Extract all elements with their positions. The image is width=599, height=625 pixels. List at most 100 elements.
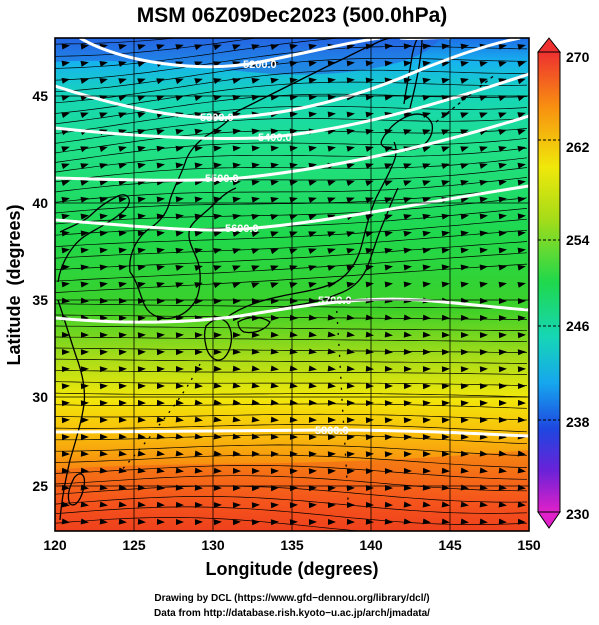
wind-arrow: [270, 468, 279, 475]
wind-arrow: [213, 433, 222, 440]
wind-arrow: [422, 129, 431, 136]
wind-arrow: [156, 129, 165, 135]
wind-arrow: [498, 349, 507, 356]
wind-arrow: [251, 248, 260, 255]
wind-arrow: [270, 145, 279, 152]
wind-arrow: [80, 467, 89, 474]
wind-arrow: [460, 518, 469, 525]
wind-arrow: [460, 400, 469, 407]
wind-arrow: [498, 146, 507, 152]
wind-arrow: [80, 518, 89, 525]
wind-arrow: [327, 382, 336, 389]
wind-arrow: [270, 519, 279, 526]
wind-arrow: [270, 214, 279, 220]
wind-arrow: [251, 231, 260, 237]
wind-arrow: [232, 162, 241, 169]
wind-arrow: [346, 331, 355, 338]
wind-arrow: [232, 348, 241, 355]
wind-arrow: [61, 434, 70, 441]
wind-arrow: [460, 332, 469, 339]
wind-arrow: [365, 231, 374, 237]
wind-arrow: [194, 162, 203, 169]
wind-arrow: [80, 366, 89, 373]
wind-arrow: [384, 197, 393, 204]
wind-arrow: [422, 43, 431, 50]
wind-arrow: [270, 502, 279, 509]
wind-arrow: [327, 518, 336, 525]
wind-arrow: [384, 434, 393, 441]
wind-arrow: [175, 265, 184, 271]
wind-arrow: [308, 248, 317, 255]
wind-arrow: [118, 518, 127, 525]
wind-arrow: [346, 485, 355, 492]
wind-arrow: [80, 332, 89, 339]
contour-label: 5300.0: [200, 112, 234, 124]
wind-arrow: [517, 179, 526, 186]
wind-arrow: [384, 501, 393, 508]
wind-arrow: [479, 78, 488, 84]
wind-arrow: [99, 60, 108, 67]
wind-arrow: [175, 433, 184, 440]
wind-arrow: [175, 399, 184, 406]
wind-arrow: [498, 213, 507, 220]
wind-arrow: [251, 485, 260, 492]
wind-arrow: [289, 265, 298, 272]
wind-arrow: [194, 501, 203, 508]
wind-arrow: [422, 314, 431, 321]
wind-arrow: [251, 196, 260, 203]
wind-arrow: [498, 332, 507, 339]
wind-arrow: [479, 467, 488, 474]
wind-arrow: [270, 399, 279, 406]
wind-arrow: [194, 95, 203, 101]
wind-arrow: [232, 231, 241, 237]
contour-line: [55, 184, 529, 232]
colorbar: 270 262 254 246 238 230: [536, 37, 590, 529]
wind-arrow: [308, 468, 317, 475]
wind-arrow: [270, 128, 279, 135]
wind-arrow: [99, 247, 108, 254]
wind-arrow: [403, 180, 412, 187]
wind-arrow: [384, 247, 393, 254]
wind-arrow: [61, 331, 70, 338]
wind-arrow: [479, 366, 488, 373]
wind-arrow: [99, 196, 108, 203]
wind-arrow: [137, 315, 146, 322]
wind-arrow: [251, 502, 260, 509]
wind-arrow: [422, 197, 431, 203]
wind-arrow: [498, 196, 507, 203]
wind-arrow: [308, 451, 317, 458]
wind-arrow: [498, 61, 507, 67]
wind-arrow: [175, 230, 184, 237]
wind-arrow: [156, 264, 165, 271]
wind-arrow: [460, 314, 469, 321]
wind-arrow: [479, 314, 488, 321]
wind-arrow: [99, 78, 108, 84]
wind-arrow: [422, 94, 431, 101]
wind-arrow: [270, 485, 279, 492]
wind-arrow: [270, 365, 279, 372]
x-tick-label: 145: [438, 537, 462, 553]
wind-arrow: [479, 450, 488, 457]
wind-arrow: [194, 399, 203, 406]
wind-arrow: [251, 44, 260, 51]
wind-arrow: [251, 214, 260, 220]
plot-frame: [54, 37, 530, 532]
wind-arrow: [403, 281, 412, 288]
wind-arrow: [327, 365, 336, 372]
y-axis-label: Latitude (degrees): [4, 204, 24, 365]
wind-arrow: [232, 145, 241, 152]
wind-arrow: [175, 247, 184, 254]
wind-arrow: [403, 60, 412, 67]
wind-arrow: [365, 501, 374, 508]
contour-line: [55, 428, 529, 438]
wind-arrow: [118, 43, 127, 50]
contour-label: 5200.0: [243, 59, 277, 71]
wind-arrow: [156, 95, 165, 102]
wind-arrow: [460, 349, 469, 356]
wind-arrow: [61, 400, 70, 407]
wind-arrow: [99, 264, 108, 271]
wind-arrow: [80, 196, 89, 203]
wind-arrow: [422, 77, 431, 84]
wind-arrow: [80, 146, 89, 153]
wind-arrow: [213, 348, 222, 355]
